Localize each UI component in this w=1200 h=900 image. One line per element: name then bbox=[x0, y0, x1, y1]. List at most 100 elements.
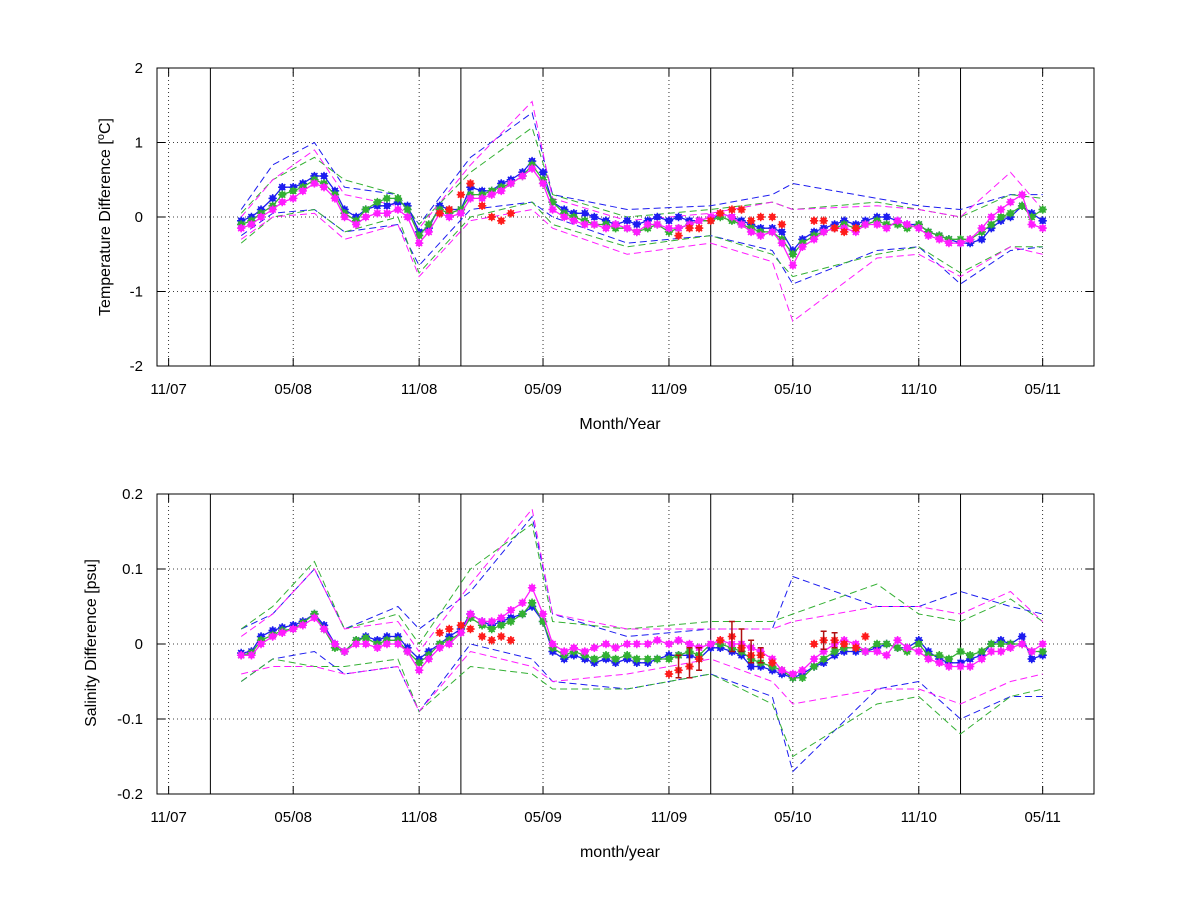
salinity-magenta-markerline-8-marker bbox=[706, 639, 715, 649]
temperature-magenta-markerline-8-marker bbox=[694, 216, 704, 225]
temperature-magenta-markerline-8-marker-star bbox=[361, 212, 370, 222]
temperature-green-markerline-7-marker-star bbox=[987, 220, 996, 229]
salinity-xtick-label: 05/09 bbox=[524, 809, 562, 826]
salinity-red-marker-9-marker-star bbox=[477, 632, 487, 641]
temperature-green-markerline-7-marker bbox=[996, 212, 1006, 222]
salinity-green-markerline-7-marker bbox=[977, 647, 986, 656]
temperature-magenta-markerline-8-marker-star bbox=[445, 212, 454, 222]
salinity-magenta-markerline-8-marker bbox=[632, 639, 641, 649]
temperature-red-marker-9-marker-star bbox=[737, 205, 746, 214]
salinity-green-markerline-7-marker bbox=[632, 654, 641, 664]
temperature-blue-markerline-6-marker bbox=[632, 220, 641, 229]
salinity-green-markerline-7-marker bbox=[987, 639, 996, 649]
temperature-magenta-markerline-8-marker bbox=[393, 205, 403, 214]
salinity-darkred-errorbar-10-errorbar bbox=[728, 620, 735, 653]
temperature-blue-markerline-6-marker-star bbox=[653, 212, 662, 222]
salinity-red-marker-9-marker bbox=[664, 669, 674, 679]
temperature-grid bbox=[157, 68, 1094, 366]
temperature-magenta-markerline-8-marker-star bbox=[987, 212, 996, 222]
temperature-blue-dashed-0-line bbox=[240, 111, 1043, 226]
temperature-green-dashed-2-line bbox=[240, 126, 1043, 226]
salinity-magenta-markerline-8-marker bbox=[580, 647, 589, 656]
temperature-red-marker-9-marker bbox=[768, 212, 777, 222]
temperature-red-marker-9-marker bbox=[756, 212, 765, 222]
salinity-magenta-markerline-8-marker-star bbox=[653, 636, 662, 645]
temperature-magenta-markerline-8-marker bbox=[527, 164, 537, 173]
temperature-magenta-markerline-8-marker-star bbox=[756, 231, 765, 240]
temperature-blue-markerline-6-marker-star bbox=[1038, 216, 1047, 225]
salinity-magenta-markerline-8-marker bbox=[872, 647, 882, 656]
temperature-magenta-markerline-8-marker bbox=[289, 194, 298, 203]
temperature-red-marker-9-marker-star bbox=[746, 216, 756, 225]
salinity-green-markerline-7-marker-star bbox=[664, 654, 674, 664]
temperature-magenta-markerline-8-marker-star bbox=[643, 220, 652, 229]
temperature-magenta-markerline-8-marker-star bbox=[777, 238, 787, 248]
salinity-magenta-markerline-8-marker-star bbox=[340, 647, 349, 656]
salinity-darkred-errorbar-10-errorbar bbox=[831, 632, 838, 649]
salinity-magenta-markerline-8-marker-star bbox=[777, 666, 787, 675]
temperature-magenta-markerline-8-marker bbox=[965, 235, 975, 244]
temperature-blue-markerline-6-marker-star bbox=[623, 216, 632, 225]
salinity-magenta-markerline-8-marker-star bbox=[538, 609, 548, 619]
temperature-blue-markerline-6-marker bbox=[382, 201, 392, 211]
temperature-magenta-dashed-4-series bbox=[240, 100, 1044, 229]
temperature-magenta-markerline-8-marker bbox=[902, 220, 912, 229]
temperature-blue-dashed-0-series bbox=[240, 111, 1043, 226]
temperature-red-marker-9-marker bbox=[445, 205, 454, 214]
salinity-magenta-markerline-8-marker-star bbox=[247, 651, 256, 660]
salinity-red-marker-9-marker bbox=[506, 636, 516, 645]
temperature-green-markerline-7-marker bbox=[1017, 201, 1027, 211]
salinity-green-markerline-7-marker-star bbox=[643, 654, 652, 664]
temperature-magenta-markerline-8-marker-star bbox=[382, 209, 392, 218]
temperature-magenta-markerline-8-marker bbox=[798, 242, 807, 251]
temperature-magenta-markerline-8-marker bbox=[268, 205, 277, 214]
salinity-magenta-dashed-5-line bbox=[241, 650, 1043, 713]
temperature-magenta-markerline-8-marker-star bbox=[653, 220, 662, 229]
salinity-magenta-markerline-8-marker bbox=[882, 651, 891, 660]
salinity-magenta-markerline-8-marker-star bbox=[643, 639, 652, 649]
temperature-blue-markerline-6-marker bbox=[674, 212, 683, 222]
salinity-magenta-markerline-8-marker-star bbox=[590, 643, 599, 652]
salinity-magenta-markerline-8-marker-star bbox=[424, 654, 433, 664]
salinity-darkred-errorbar-10-errorbar bbox=[757, 647, 764, 664]
temperature-magenta-markerline-8-marker-star bbox=[518, 171, 527, 181]
temperature-blue-markerline-6-marker bbox=[777, 227, 787, 237]
salinity-magenta-markerline-8-marker-star bbox=[1038, 639, 1047, 649]
salinity-blue-markerline-6-marker bbox=[1027, 654, 1036, 664]
temperature-red-marker-9-marker bbox=[737, 205, 746, 214]
temperature-magenta-markerline-8-marker bbox=[872, 220, 882, 229]
salinity-green-markerline-7-marker-star bbox=[538, 617, 548, 626]
temperature-ylabel-post: C] bbox=[97, 118, 114, 134]
salinity-magenta-markerline-8-marker-star bbox=[996, 647, 1006, 656]
salinity-ytick-label: -0.1 bbox=[117, 711, 143, 728]
salinity-green-markerline-7-marker-star bbox=[893, 643, 902, 652]
salinity-green-markerline-7-marker bbox=[935, 651, 944, 660]
temperature-magenta-markerline-8-marker-star bbox=[466, 194, 475, 203]
temperature-ytick-label: -2 bbox=[130, 358, 143, 375]
temperature-magenta-markerline-8-marker bbox=[882, 223, 891, 233]
salinity-green-markerline-7-marker-star bbox=[996, 639, 1006, 649]
salinity-green-markerline-7-marker-star bbox=[819, 654, 828, 664]
salinity-red-marker-9-marker-star bbox=[851, 643, 861, 652]
salinity-green-markerline-7-marker-star bbox=[872, 639, 882, 649]
salinity-magenta-markerline-8-marker-star bbox=[580, 647, 589, 656]
temperature-magenta-markerline-8-marker-star bbox=[310, 179, 319, 188]
salinity-magenta-markerline-8-marker bbox=[914, 647, 923, 656]
temperature-ytick-label: 0 bbox=[135, 209, 143, 226]
salinity-magenta-markerline-8-marker-star bbox=[393, 639, 403, 649]
temperature-green-markerline-7-marker-star bbox=[788, 250, 798, 259]
salinity-green-markerline-7-marker-star bbox=[601, 651, 611, 660]
salinity-magenta-markerline-8-marker-star bbox=[361, 639, 370, 649]
temperature-magenta-markerline-8-marker bbox=[382, 209, 392, 218]
temperature-magenta-markerline-8-marker bbox=[653, 220, 662, 229]
temperature-magenta-markerline-8-marker bbox=[914, 223, 923, 233]
temperature-magenta-markerline-8-marker bbox=[351, 220, 361, 229]
temperature-magenta-markerline-8-marker-star bbox=[268, 205, 277, 214]
temperature-magenta-markerline-8-marker bbox=[319, 183, 329, 192]
salinity-magenta-markerline-8-marker bbox=[351, 639, 361, 649]
temperature-green-markerline-7-marker-star bbox=[393, 194, 403, 203]
salinity-magenta-markerline-8-marker bbox=[456, 628, 466, 637]
salinity-magenta-markerline-8-marker-star bbox=[601, 639, 611, 649]
salinity-green-markerline-7-marker-star bbox=[590, 654, 599, 664]
salinity-red-marker-9-marker-star bbox=[435, 628, 444, 637]
